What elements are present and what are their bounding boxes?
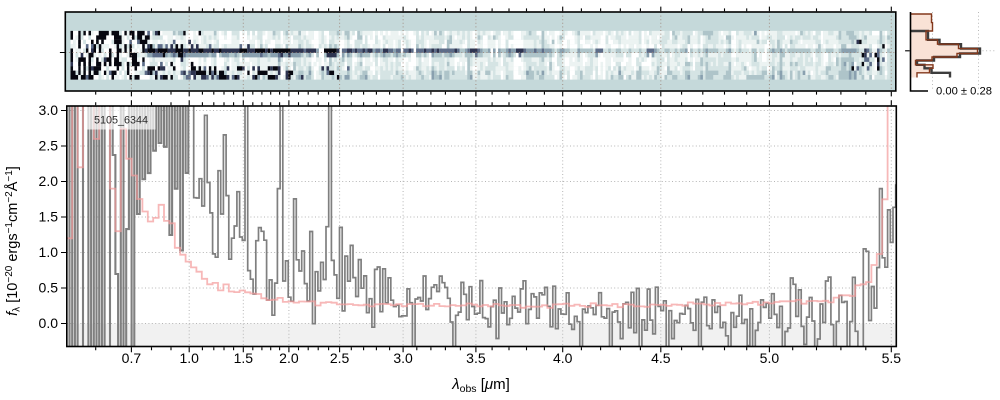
svg-text:4.5: 4.5 — [651, 350, 671, 366]
svg-text:2.5: 2.5 — [39, 138, 59, 154]
svg-text:0.00 ± 0.28: 0.00 ± 0.28 — [936, 86, 992, 98]
svg-text:3.0: 3.0 — [393, 350, 413, 366]
svg-text:2.5: 2.5 — [330, 350, 350, 366]
svg-text:1.5: 1.5 — [234, 350, 254, 366]
svg-text:3.0: 3.0 — [39, 102, 59, 118]
svg-text:1.0: 1.0 — [39, 244, 59, 260]
svg-text:5.0: 5.0 — [760, 350, 780, 366]
svg-text:4.0: 4.0 — [553, 350, 573, 366]
svg-text:fλ [10−20 ergs−1cm−2Å−1]: fλ [10−20 ergs−1cm−2Å−1] — [4, 166, 23, 316]
svg-text:5.5: 5.5 — [882, 350, 902, 366]
svg-text:0.0: 0.0 — [39, 315, 59, 331]
svg-text:1.0: 1.0 — [179, 350, 199, 366]
svg-text:1.5: 1.5 — [39, 209, 59, 225]
svg-text:3.5: 3.5 — [466, 350, 486, 366]
svg-text:2.0: 2.0 — [279, 350, 299, 366]
svg-text:λobs [μm]: λobs [μm] — [451, 376, 510, 395]
svg-text:5105_6344: 5105_6344 — [94, 115, 148, 127]
svg-text:0.7: 0.7 — [122, 350, 142, 366]
svg-text:0.5: 0.5 — [39, 280, 59, 296]
svg-text:2.0: 2.0 — [39, 173, 59, 189]
